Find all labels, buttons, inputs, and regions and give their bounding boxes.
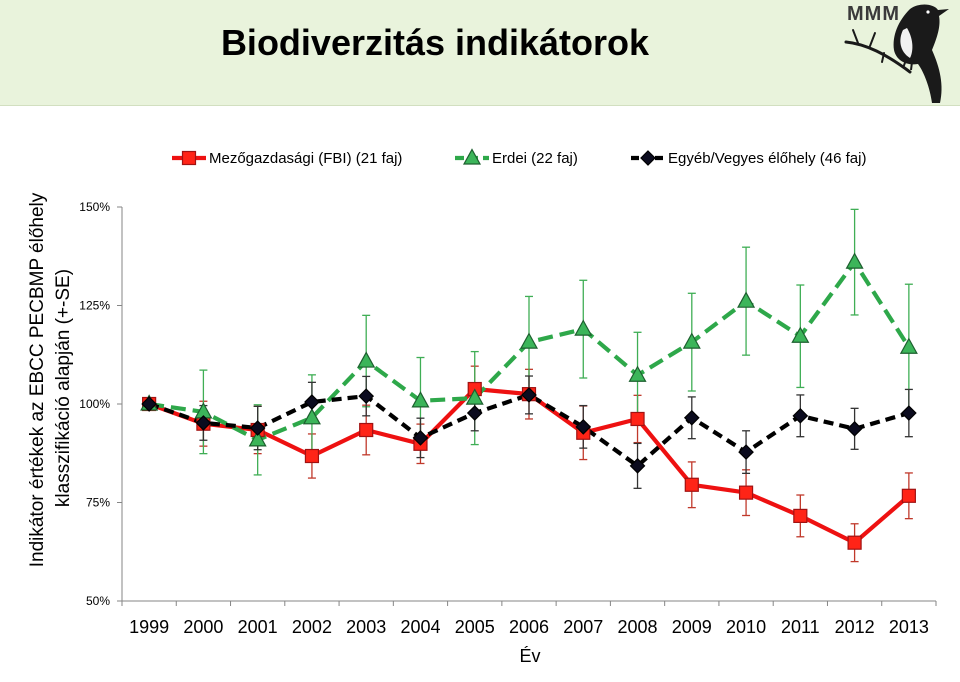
- legend-label: Mezőgazdasági (FBI) (21 faj): [209, 150, 402, 167]
- legend-swatch-marker: [462, 148, 482, 165]
- data-point: [519, 332, 539, 349]
- mmm-logo: MMM: [840, 0, 960, 104]
- data-point: [521, 387, 537, 403]
- data-point: [901, 488, 916, 503]
- y-tick-label: 75%: [86, 496, 110, 510]
- x-tick-label: 2008: [618, 617, 658, 637]
- x-tick-label: 2002: [292, 617, 332, 637]
- y-tick-label: 50%: [86, 594, 110, 608]
- data-point: [629, 458, 646, 474]
- legend-item-forest: Erdei (22 faj): [455, 148, 578, 167]
- data-point: [411, 391, 430, 408]
- data-point: [304, 394, 320, 410]
- legend-swatch-marker: [640, 150, 656, 166]
- markers-forest: [140, 252, 918, 447]
- data-point: [358, 388, 375, 404]
- data-point: [359, 422, 374, 438]
- legend-label: Erdei (22 faj): [492, 150, 578, 167]
- data-point: [899, 337, 918, 354]
- data-point: [248, 430, 267, 447]
- logo-text: MMM: [847, 3, 900, 25]
- x-tick-label: 2001: [238, 617, 278, 637]
- data-point: [466, 405, 483, 421]
- data-point: [302, 408, 321, 425]
- data-point: [791, 326, 810, 343]
- data-point: [412, 430, 429, 446]
- legend-item-other-habitat: Egyéb/Vegyes élőhely (46 faj): [631, 150, 866, 167]
- markers-other-habitat: [141, 387, 917, 474]
- error-bars-other-habitat: [199, 375, 913, 489]
- plot-area: 50% 75% 100% 125% 150% 1999 2000 2001 2002 2003 20…: [79, 200, 937, 637]
- data-point: [195, 415, 212, 431]
- x-tick-label: 2012: [835, 617, 875, 637]
- data-point: [792, 407, 809, 424]
- x-tick-label: 2013: [889, 617, 929, 637]
- data-point: [249, 420, 266, 436]
- x-tick-label: 1999: [129, 617, 169, 637]
- y-axis: 50% 75% 100% 125% 150%: [79, 200, 123, 608]
- data-point: [738, 485, 754, 500]
- x-tick-label: 2005: [455, 617, 495, 637]
- x-tick-label: 2003: [346, 617, 386, 637]
- data-point: [793, 508, 808, 523]
- data-point: [630, 411, 645, 427]
- data-point: [682, 332, 701, 349]
- y-tick-label: 125%: [79, 299, 110, 313]
- data-point: [737, 291, 756, 308]
- x-axis: 1999 2000 2001 2002 2003 2004 2005 2006 2007 2008…: [121, 600, 937, 637]
- x-tick-label: 2000: [183, 617, 223, 637]
- data-point: [684, 477, 699, 492]
- slide-header: Biodiverzitás indikátorok MMM: [0, 0, 960, 106]
- x-tick-label: 2010: [726, 617, 766, 637]
- data-point: [846, 420, 863, 437]
- page-title: Biodiverzitás indikátorok: [220, 22, 650, 63]
- data-point: [574, 319, 593, 336]
- legend: Mezőgazdasági (FBI) (21 faj) Erdei (22 fa…: [172, 148, 866, 167]
- data-point: [575, 419, 592, 435]
- legend-label: Egyéb/Vegyes élőhely (46 faj): [668, 150, 866, 167]
- x-tick-label: 2007: [563, 617, 603, 637]
- data-point: [141, 396, 157, 412]
- data-point: [738, 444, 754, 460]
- data-point: [465, 388, 484, 405]
- x-tick-label: 2009: [672, 617, 712, 637]
- data-point: [901, 405, 917, 421]
- y-axis-title-line-2: klasszifikáció alapján (+-SE): [53, 269, 74, 507]
- error-bars-farmland: [199, 365, 913, 563]
- x-tick-label: 2004: [400, 617, 440, 637]
- y-axis-title-line-1: Indikátor értékek az EBCC PECBMP élőhely: [27, 192, 48, 567]
- bird-logo-icon: [844, 4, 949, 103]
- data-point: [628, 365, 647, 382]
- x-tick-label: 2011: [781, 617, 820, 637]
- y-tick-label: 150%: [79, 200, 110, 214]
- data-point: [304, 448, 320, 464]
- x-tick-label: 2006: [509, 617, 549, 637]
- x-axis-title: Év: [519, 646, 540, 666]
- legend-item-farmland: Mezőgazdasági (FBI) (21 faj): [172, 150, 402, 167]
- data-point: [845, 252, 864, 269]
- data-point: [683, 409, 700, 426]
- series-line-other-habitat: [148, 392, 910, 468]
- data-point: [847, 535, 862, 550]
- data-point: [357, 351, 376, 368]
- y-tick-label: 100%: [79, 397, 110, 411]
- legend-swatch-marker: [181, 150, 197, 166]
